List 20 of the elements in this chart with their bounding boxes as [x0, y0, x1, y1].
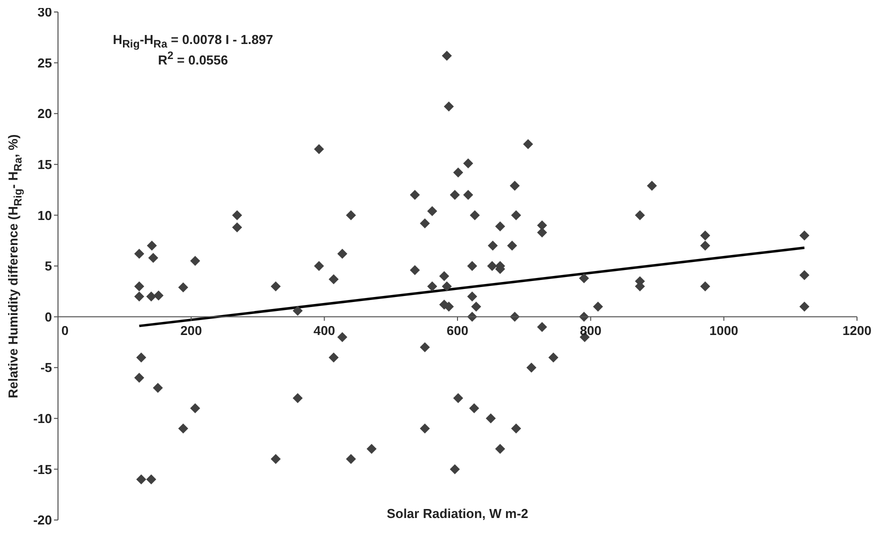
x-tick-label: 1000: [709, 322, 738, 338]
y-tick-label: 20: [38, 106, 52, 122]
y-tick-label: 10: [38, 208, 52, 223]
x-tick-label: 400: [314, 322, 336, 338]
y-tick-label: -5: [40, 360, 52, 376]
x-tick-label: 1200: [842, 322, 872, 338]
x-tick-label: 600: [446, 322, 468, 338]
x-tick-label: 0: [61, 322, 69, 338]
y-tick-label: 15: [38, 157, 52, 172]
y-tick-label: 0: [44, 309, 52, 324]
x-axis-title: Solar Radiation, W m-2: [386, 506, 530, 521]
y-tick-label: 5: [44, 258, 52, 274]
y-tick-label: -20: [33, 512, 52, 528]
annotation: H$_{Rig}$-H$_{Ra}$ = 0.0078 I - 1.897: [112, 32, 274, 51]
y-tick-label: -10: [33, 411, 52, 426]
x-tick-label: 800: [580, 322, 602, 338]
y-tick-label: -15: [33, 462, 52, 477]
annotation: R$^{2}$ = 0.0556: [157, 50, 229, 68]
y-tick-label: 25: [38, 55, 52, 70]
x-tick-label: 200: [180, 322, 202, 338]
